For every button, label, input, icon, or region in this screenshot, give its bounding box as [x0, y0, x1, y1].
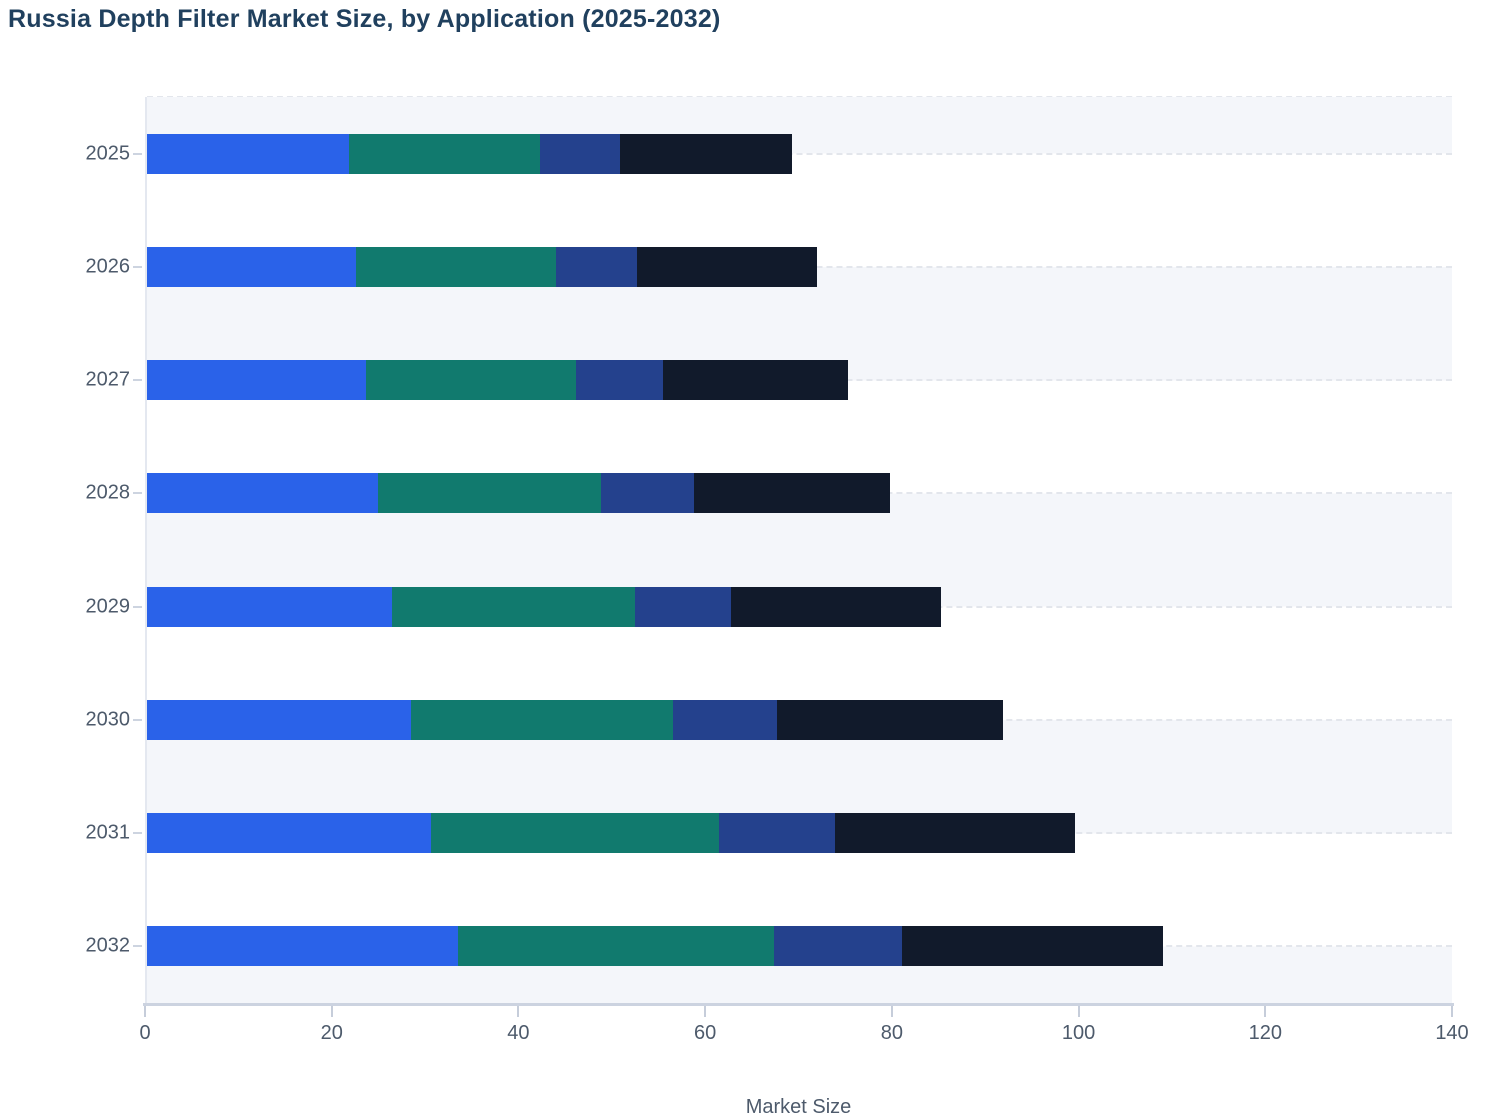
chart-row — [147, 97, 1452, 211]
y-tick-mark — [133, 945, 142, 948]
x-tick-mark — [1451, 1006, 1453, 1017]
dark-navy-segment[interactable] — [619, 133, 792, 174]
x-axis-tick-labels: 0 20 40 60 80 100 120 140 — [139, 1022, 1468, 1048]
dark-navy-segment[interactable] — [694, 473, 890, 514]
y-tick-mark — [133, 265, 142, 268]
y-tick-label-2026: 2026 — [85, 255, 131, 278]
navy-segment[interactable] — [774, 926, 903, 967]
y-tick-label-2031: 2031 — [85, 821, 131, 844]
teal-segment[interactable] — [349, 133, 541, 174]
blue-segment[interactable] — [147, 360, 367, 401]
blue-segment[interactable] — [147, 813, 432, 854]
y-tick-mark — [133, 718, 142, 721]
x-tick-mark — [517, 1006, 520, 1017]
dark-navy-segment[interactable] — [663, 360, 848, 401]
chart-row — [147, 663, 1452, 777]
blue-segment[interactable] — [147, 246, 356, 287]
x-tick-mark — [1077, 1006, 1080, 1017]
navy-segment[interactable] — [600, 473, 695, 514]
x-tick-label-120: 120 — [1248, 1022, 1282, 1044]
x-tick-label-60: 60 — [694, 1022, 717, 1044]
chart-title: Russia Depth Filter Market Size, by Appl… — [8, 5, 721, 33]
blue-segment[interactable] — [147, 133, 350, 174]
stacked-bar-2032[interactable] — [147, 926, 1452, 967]
stacked-bar-2030[interactable] — [147, 699, 1452, 740]
chart-row — [147, 210, 1452, 324]
stacked-bar-2025[interactable] — [147, 133, 1452, 174]
navy-segment[interactable] — [575, 360, 664, 401]
blue-segment[interactable] — [147, 586, 393, 627]
dark-navy-segment[interactable] — [637, 246, 818, 287]
chart-row — [147, 436, 1452, 550]
y-tick-mark — [133, 152, 142, 155]
blue-segment[interactable] — [147, 473, 379, 514]
stacked-bar-2029[interactable] — [147, 586, 1452, 627]
y-tick-label-2032: 2032 — [85, 934, 131, 957]
teal-segment[interactable] — [366, 360, 576, 401]
x-tick-label-100: 100 — [1061, 1022, 1096, 1044]
x-tick-mark — [890, 1006, 893, 1017]
stacked-bar-2027[interactable] — [147, 360, 1452, 401]
x-tick-label-40: 40 — [507, 1022, 530, 1044]
teal-segment[interactable] — [355, 246, 557, 287]
teal-segment[interactable] — [431, 813, 720, 854]
chart-row — [147, 550, 1452, 664]
dark-navy-segment[interactable] — [902, 926, 1164, 967]
x-axis-ticks — [144, 1006, 1453, 1018]
teal-segment[interactable] — [410, 699, 673, 740]
gridline — [147, 152, 1452, 155]
plot-rows — [147, 97, 1452, 1003]
x-tick-label-20: 20 — [320, 1022, 343, 1044]
teal-segment[interactable] — [378, 473, 601, 514]
chart-row — [147, 776, 1452, 890]
y-tick-mark — [133, 605, 142, 608]
navy-segment[interactable] — [719, 813, 835, 854]
dark-navy-segment[interactable] — [731, 586, 942, 627]
teal-segment[interactable] — [392, 586, 636, 627]
x-tick-mark — [1264, 1006, 1267, 1017]
navy-segment[interactable] — [672, 699, 778, 740]
stacked-bar-2031[interactable] — [147, 813, 1452, 854]
blue-segment[interactable] — [147, 699, 411, 740]
y-tick-label-2030: 2030 — [85, 708, 131, 731]
x-tick-mark — [144, 1006, 146, 1017]
y-tick-label-2029: 2029 — [85, 595, 131, 618]
dark-navy-segment[interactable] — [834, 813, 1076, 854]
stacked-bar-2028[interactable] — [147, 473, 1452, 514]
y-tick-mark — [133, 379, 142, 382]
x-axis-title: Market Size — [745, 1096, 852, 1118]
x-tick-mark — [330, 1006, 333, 1017]
chart-row — [147, 323, 1452, 437]
y-tick-mark — [133, 492, 142, 495]
stacked-bar-2026[interactable] — [147, 246, 1452, 287]
y-tick-label-2025: 2025 — [85, 142, 131, 165]
y-tick-label-2028: 2028 — [85, 481, 131, 504]
x-tick-label-140: 140 — [1435, 1022, 1469, 1044]
plot-area — [145, 96, 1452, 1003]
dark-navy-segment[interactable] — [777, 699, 1003, 740]
x-axis-line — [143, 1003, 1454, 1006]
chart-row — [147, 889, 1452, 1003]
y-tick-mark — [133, 832, 142, 835]
teal-segment[interactable] — [458, 926, 775, 967]
navy-segment[interactable] — [635, 586, 732, 627]
y-axis-labels: 2025 2026 2027 2028 2029 2030 2031 2032 — [0, 97, 142, 1003]
navy-segment[interactable] — [540, 133, 620, 174]
navy-segment[interactable] — [556, 246, 638, 287]
x-tick-label-0: 0 — [139, 1022, 151, 1044]
blue-segment[interactable] — [147, 926, 459, 967]
x-tick-mark — [704, 1006, 707, 1017]
x-tick-label-80: 80 — [880, 1022, 903, 1044]
y-tick-label-2027: 2027 — [85, 368, 131, 391]
